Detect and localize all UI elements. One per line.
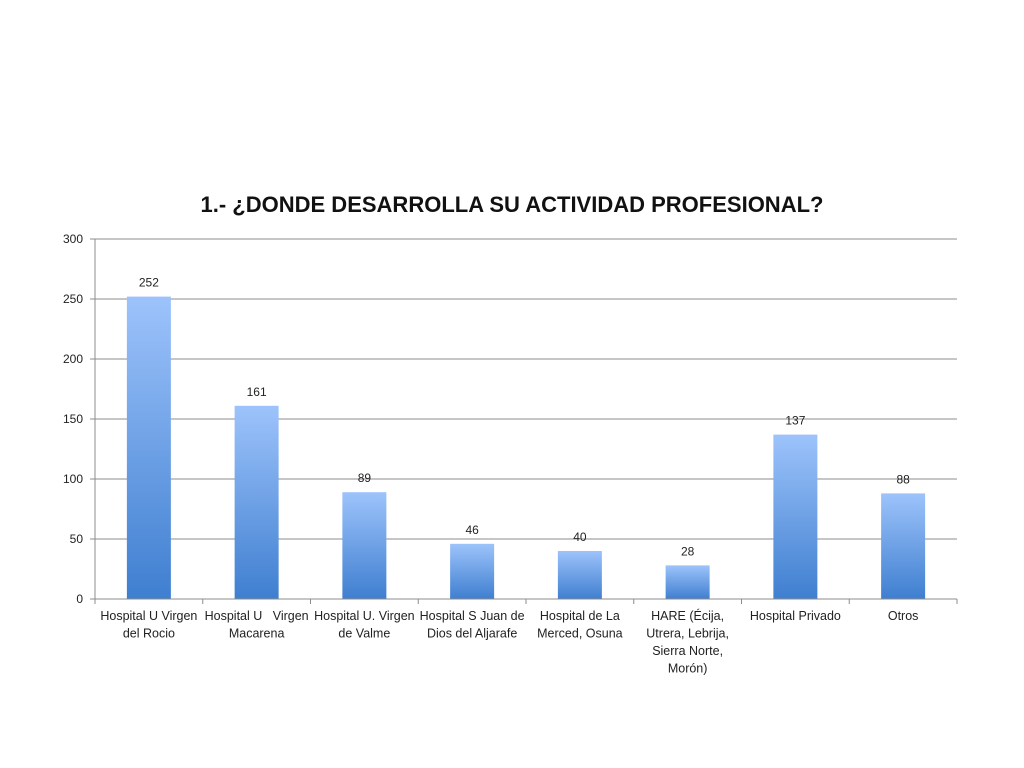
- x-tick-label: Hospital de La Merced, Osuna: [537, 609, 623, 641]
- gridlines: [95, 238, 957, 540]
- y-tick-label: 150: [63, 412, 83, 426]
- bar: [126, 296, 171, 599]
- y-tick-label: 250: [63, 292, 83, 306]
- data-label: 46: [465, 523, 479, 537]
- y-tick-label: 200: [63, 352, 83, 366]
- data-label: 161: [247, 385, 267, 399]
- bar: [773, 434, 818, 599]
- bar: [557, 551, 602, 599]
- y-tick-label: 100: [63, 472, 83, 486]
- x-tick-label: Hospital Privado: [750, 609, 841, 623]
- bar: [234, 405, 279, 599]
- data-label: 88: [896, 472, 910, 486]
- x-tick-label: Hospital S Juan de Dios del Aljarafe: [420, 609, 525, 641]
- data-label: 137: [785, 414, 805, 428]
- bar: [881, 493, 926, 599]
- bars: [126, 296, 926, 599]
- bar: [342, 492, 387, 599]
- data-label: 28: [681, 544, 695, 558]
- x-tick-label: Hospital U Virgen Macarena: [205, 609, 309, 641]
- y-tick-label: 50: [70, 532, 84, 546]
- x-tick-label: Hospital U. Virgen de Valme: [314, 609, 415, 641]
- bar: [665, 565, 710, 599]
- data-label: 252: [139, 276, 159, 290]
- x-tick-label: HARE (Écija, Utrera, Lebrija, Sierra Norte…: [646, 608, 729, 676]
- x-tick-label: Hospital U Virgen del Rocio: [100, 609, 197, 641]
- data-label: 40: [573, 530, 587, 544]
- bar: [450, 543, 495, 599]
- data-label: 89: [358, 471, 372, 485]
- y-tick-label: 300: [63, 232, 83, 246]
- chart-title: 1.- ¿DONDE DESARROLLA SU ACTIVIDAD PROFE…: [200, 192, 824, 217]
- y-tick-label: 0: [76, 592, 83, 606]
- x-tick-label: Otros: [888, 609, 919, 623]
- labels: 0 50 100 150 200 250 300 252 Hospital U Virgen de…: [63, 232, 918, 676]
- axes: [90, 238, 958, 604]
